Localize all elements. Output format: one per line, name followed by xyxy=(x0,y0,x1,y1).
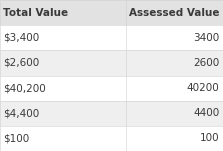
Bar xyxy=(0,126,223,151)
Text: 2600: 2600 xyxy=(193,58,220,68)
Bar xyxy=(0,76,223,101)
Bar xyxy=(0,0,223,25)
Text: Assessed Value: Assessed Value xyxy=(129,8,220,18)
Text: 3400: 3400 xyxy=(193,33,220,43)
Text: $4,400: $4,400 xyxy=(3,108,40,118)
Text: Total Value: Total Value xyxy=(3,8,68,18)
Text: $3,400: $3,400 xyxy=(3,33,40,43)
Bar xyxy=(0,25,223,50)
Text: 4400: 4400 xyxy=(193,108,220,118)
Bar xyxy=(0,101,223,126)
Text: $2,600: $2,600 xyxy=(3,58,40,68)
Text: $40,200: $40,200 xyxy=(3,83,46,93)
Text: $100: $100 xyxy=(3,133,30,143)
Text: 100: 100 xyxy=(200,133,220,143)
Text: 40200: 40200 xyxy=(187,83,220,93)
Bar xyxy=(0,50,223,76)
